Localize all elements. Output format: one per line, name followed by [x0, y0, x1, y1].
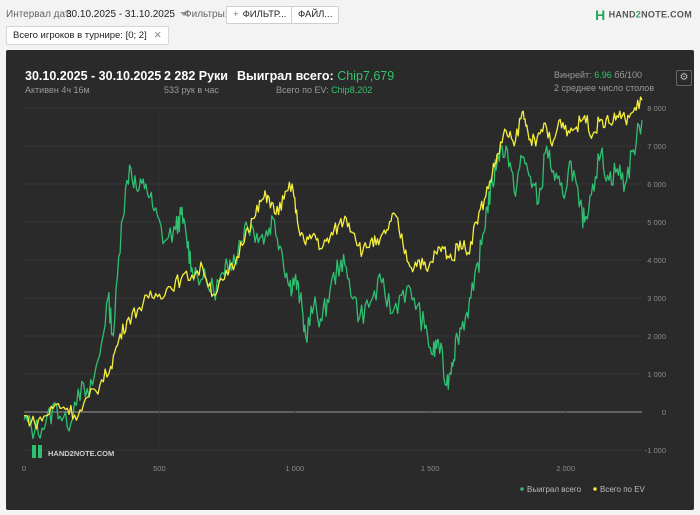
avg-tables: 2 среднее число столов — [554, 83, 655, 93]
date-range-value: 30.10.2025 - 31.10.2025 — [66, 9, 175, 20]
series-line-ev — [23, 96, 643, 430]
y-tick-label: 6 000 — [647, 180, 666, 189]
y-tick-label: 5 000 — [647, 218, 666, 227]
close-icon[interactable]: ✕ — [153, 30, 162, 41]
x-tick-label: 500 — [153, 464, 166, 473]
logo-text-3: NOTE.COM — [641, 9, 692, 20]
filter-chip-label: Всего игроков в турнире: [0; 2] — [13, 30, 147, 41]
x-tick-label: 0 — [22, 464, 26, 473]
brand-logo: H HAND2NOTE.COM — [595, 7, 692, 23]
won-label: Выиграл всего: — [237, 69, 334, 83]
watermark-text: HAND2NOTE.COM — [48, 449, 114, 458]
legend-label-ev: Всего по EV — [600, 485, 646, 494]
won-value: Chip7,679 — [337, 69, 395, 83]
ev-total: Всего по EV: Chip8,202 — [276, 85, 372, 95]
y-tick-label: 0 — [662, 408, 666, 417]
file-button-label: ФАЙЛ... — [298, 9, 333, 20]
won-total: Выиграл всего: Chip7,679 — [237, 69, 394, 83]
y-tick-label: -1 000 — [645, 446, 666, 455]
logo-mark-icon: H — [595, 7, 606, 23]
winrate-value: 6.96 — [594, 70, 612, 80]
y-tick-label: 4 000 — [647, 256, 666, 265]
session-active: Активен 4ч 16м — [25, 85, 90, 95]
y-tick-label: 3 000 — [647, 294, 666, 303]
ev-value: Chip8,202 — [331, 85, 373, 95]
legend-marker — [520, 487, 524, 491]
date-range-select[interactable]: 30.10.2025 - 31.10.2025 — [66, 9, 188, 20]
y-tick-label: 1 000 — [647, 370, 666, 379]
y-tick-label: 7 000 — [647, 142, 666, 151]
filters-label: Фильтры: — [184, 9, 228, 20]
x-tick-label: 2 000 — [556, 464, 575, 473]
interval-label: Интервал дат: — [6, 9, 73, 20]
winrate-label: Винрейт: — [554, 70, 592, 80]
filter-button-label: ФИЛЬТР... — [242, 9, 287, 20]
legend-marker — [593, 487, 597, 491]
y-tick-label: 2 000 — [647, 332, 666, 341]
chart-watermark: HAND2NOTE.COM — [32, 445, 114, 458]
top-toolbar: Интервал дат: 30.10.2025 - 31.10.2025 Фи… — [0, 0, 700, 30]
legend-label-won: Выиграл всего — [527, 485, 582, 494]
logo-text-1: HAND — [608, 9, 636, 20]
gear-icon[interactable]: ⚙ — [676, 70, 692, 86]
hands-per-hour: 533 рук в час — [164, 85, 219, 95]
chart-series — [23, 96, 643, 440]
file-button[interactable]: ФАЙЛ... — [291, 6, 340, 24]
x-tick-label: 1 500 — [421, 464, 440, 473]
hands-count: 2 282 Руки — [164, 69, 228, 83]
graph-panel — [6, 50, 694, 510]
chevron-down-icon — [179, 12, 188, 17]
series-line-won — [23, 120, 643, 440]
logo-text-2: 2 — [635, 9, 642, 20]
x-axis-ticks: 0 500 1 000 1 500 2 000 — [22, 464, 575, 473]
winrate-unit: бб/100 — [614, 70, 643, 80]
ev-label: Всего по EV: — [276, 85, 329, 95]
winrate: Винрейт: 6.96 бб/100 — [554, 70, 642, 80]
session-date: 30.10.2025 - 30.10.2025 — [25, 69, 162, 83]
y-tick-label: 8 000 — [647, 104, 666, 113]
x-tick-label: 1 000 — [285, 464, 304, 473]
watermark-mark — [38, 445, 42, 458]
watermark-mark — [32, 445, 36, 458]
filter-chip: Всего игроков в турнире: [0; 2] ✕ — [6, 26, 169, 45]
y-axis-ticks: -1 000 0 1 000 2 000 3 000 4 000 5 000 6 000 7 0… — [645, 104, 666, 455]
chart-grid — [23, 107, 642, 451]
filter-button[interactable]: + ФИЛЬТР... — [226, 6, 294, 24]
plus-icon: + — [233, 9, 239, 20]
chart-legend: Выиграл всего Всего по EV — [520, 485, 646, 494]
